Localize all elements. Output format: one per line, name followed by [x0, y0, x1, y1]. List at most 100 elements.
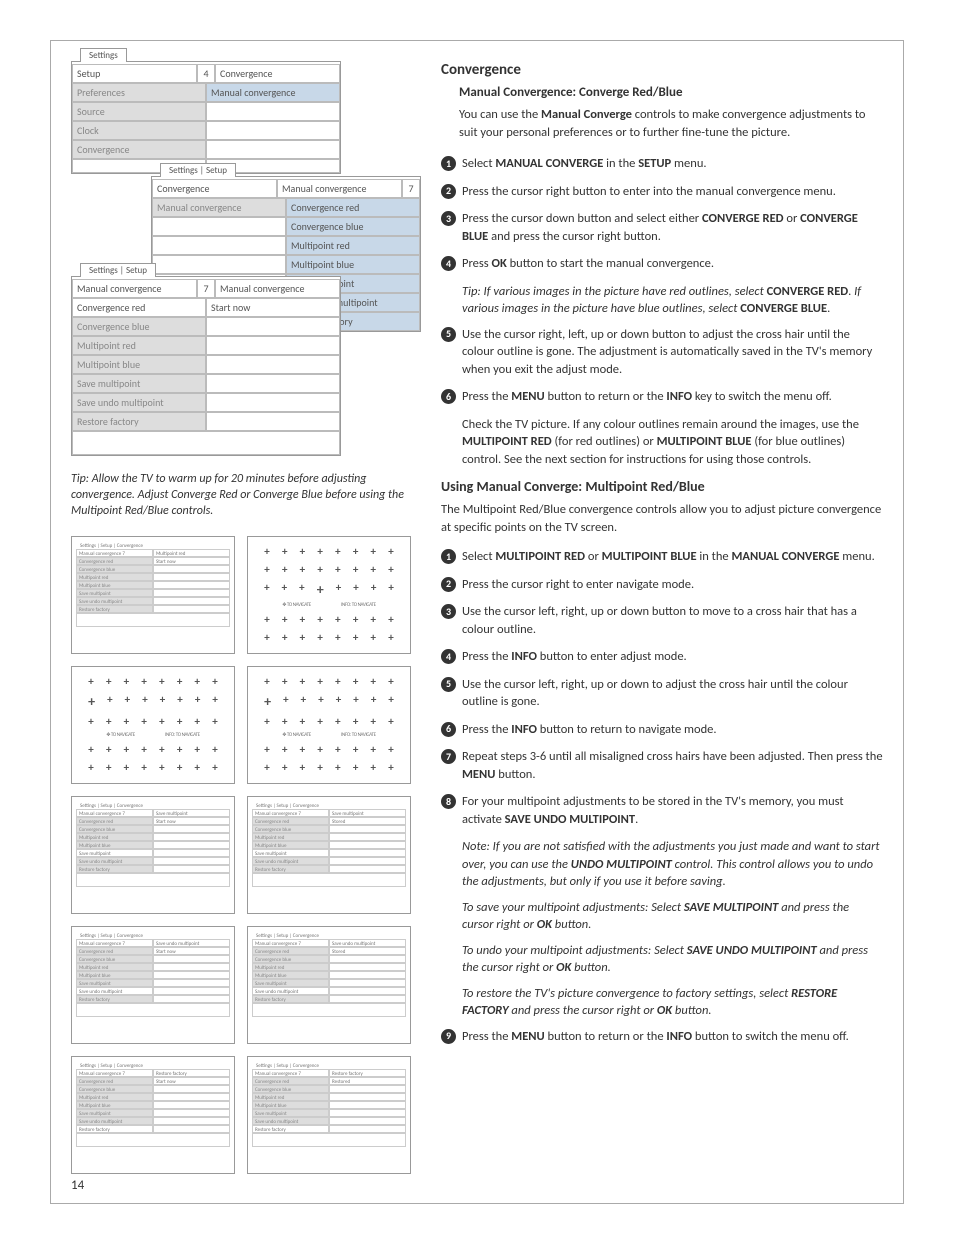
cross-icon: +: [371, 761, 376, 774]
step: 3 Use the cursor left, right, up or down …: [441, 603, 883, 638]
cross-icon: +: [282, 631, 287, 644]
cross-icon: +: [125, 693, 130, 710]
cross-icon: +: [212, 761, 217, 774]
step-num-icon: 3: [441, 604, 456, 619]
cross-icon: +: [388, 581, 393, 598]
cross-icon: +: [142, 693, 147, 710]
cross-icon: +: [300, 631, 305, 644]
cross-icon: +: [124, 761, 129, 774]
cross-icon: +: [335, 563, 340, 576]
cross-icon: +: [371, 581, 376, 598]
cross-icon: +: [353, 693, 358, 710]
cross-icon: +: [264, 743, 269, 756]
cross-icon: +: [160, 693, 165, 710]
step-num-icon: 5: [441, 677, 456, 692]
cross-icon: +: [317, 631, 322, 644]
cross-icon: +: [88, 675, 93, 688]
thumbnail: Settings | Setup | ConvergenceManual con…: [247, 926, 411, 1044]
cross-icon: +: [300, 545, 305, 558]
cross-icon: +: [388, 613, 393, 626]
steps-b: 1Select MULTIPOINT RED or MULTIPOINT BLU…: [441, 548, 883, 828]
step: 2Press the cursor right button to enter …: [441, 183, 883, 201]
cross-icon: +: [353, 563, 358, 576]
cross-icon: +: [371, 715, 376, 728]
cross-icon: +: [336, 693, 341, 710]
cross-icon: +: [317, 675, 322, 688]
cross-icon: +: [264, 715, 269, 728]
steps-a: 1Select MANUAL CONVERGE in the SETUP men…: [441, 155, 883, 273]
heading-convergence: Convergence: [441, 61, 883, 79]
note-b: Note: If you are not satisfied with the …: [462, 838, 883, 891]
step-body: Press the INFO button to enter adjust mo…: [462, 648, 883, 666]
cross-icon: +: [141, 761, 146, 774]
cross-icon: +: [317, 743, 322, 756]
heading-multi: Using Manual Converge: Multipoint Red/Bl…: [441, 478, 883, 495]
cross-icon: +: [282, 545, 287, 558]
cross-icon: +: [388, 675, 393, 688]
thumbnail: Settings | Setup | ConvergenceManual con…: [71, 536, 235, 654]
cross-icon: +: [159, 715, 164, 728]
cross-icon: +: [282, 743, 287, 756]
step-num-icon: 4: [441, 256, 456, 271]
cross-icon: +: [264, 761, 269, 774]
step: 8For your multipoint adjustments to be s…: [441, 793, 883, 828]
cross-icon: +: [264, 563, 269, 576]
cross-icon: +: [388, 693, 393, 710]
steps-b2: 9Press the MENU button to return or the …: [441, 1028, 883, 1046]
cross-icon: +: [317, 761, 322, 774]
cross-icon: +: [371, 563, 376, 576]
cross-icon: +: [282, 581, 287, 598]
cross-icon: +: [264, 581, 269, 598]
cross-icon: +: [177, 743, 182, 756]
menu-cell: Setup: [72, 64, 197, 83]
menu-stack: Settings Setup 4 Convergence Preferences…: [71, 61, 411, 461]
cross-icon: +: [159, 675, 164, 688]
cross-icon: +: [195, 743, 200, 756]
cross-icon: +: [141, 715, 146, 728]
cross-icon: +: [388, 761, 393, 774]
thumbnail: Settings | Setup | ConvergenceManual con…: [247, 796, 411, 914]
step: 3Press the cursor down button and select…: [441, 210, 883, 245]
cross-icon: +: [371, 675, 376, 688]
cross-icon: +: [177, 715, 182, 728]
page: Settings Setup 4 Convergence Preferences…: [50, 40, 904, 1204]
step: 1Select MULTIPOINT RED or MULTIPOINT BLU…: [441, 548, 883, 566]
cross-icon: +: [335, 761, 340, 774]
cross-icon: +: [300, 613, 305, 626]
thumbnail: ++++++++++++++++++++++++✥ TO NAVIGATEINF…: [247, 666, 411, 784]
cross-icon: +: [317, 613, 322, 626]
cross-icon: +: [388, 743, 393, 756]
intro-b: The Multipoint Red/Blue convergence cont…: [441, 501, 883, 536]
cross-icon: +: [124, 675, 129, 688]
undo-b: To undo your multipoint adjustments: Sel…: [462, 942, 883, 977]
step: 2Press the cursor right to enter navigat…: [441, 576, 883, 594]
thumbnail: Settings | Setup | ConvergenceManual con…: [71, 926, 235, 1044]
step-body: Use the cursor left, right, up or down t…: [462, 676, 883, 711]
step: 9Press the MENU button to return or the …: [441, 1028, 883, 1046]
post-a: Check the TV picture. If any colour outl…: [462, 416, 883, 469]
menu-cell: Convergence: [215, 64, 340, 83]
cross-icon: +: [124, 715, 129, 728]
cross-icon: +: [106, 675, 111, 688]
cross-icon: +: [317, 563, 322, 576]
cross-icon: +: [106, 761, 111, 774]
cross-icon: +: [195, 675, 200, 688]
cross-icon: +: [388, 563, 393, 576]
step-body: Use the cursor left, right, up or down b…: [462, 603, 883, 638]
cross-icon: +: [335, 631, 340, 644]
cross-icon: +: [212, 743, 217, 756]
step-num-icon: 9: [441, 1029, 456, 1044]
step: 1Select MANUAL CONVERGE in the SETUP men…: [441, 155, 883, 173]
cross-icon: +: [264, 693, 271, 710]
cross-icon: +: [353, 613, 358, 626]
step-body: Select MANUAL CONVERGE in the SETUP menu…: [462, 155, 883, 173]
thumbnails-grid: Settings | Setup | ConvergenceManual con…: [71, 536, 411, 1174]
thumbnail: ++++++++++++++++++++++++✥ TO NAVIGATEINF…: [71, 666, 235, 784]
cross-icon: +: [335, 613, 340, 626]
cross-icon: +: [353, 743, 358, 756]
cross-icon: +: [335, 743, 340, 756]
cross-icon: +: [88, 693, 95, 710]
step: 6Press the INFO button to return to navi…: [441, 721, 883, 739]
step: 7Repeat steps 3-6 until all misaligned c…: [441, 748, 883, 783]
step-body: For your multipoint adjustments to be st…: [462, 793, 883, 828]
